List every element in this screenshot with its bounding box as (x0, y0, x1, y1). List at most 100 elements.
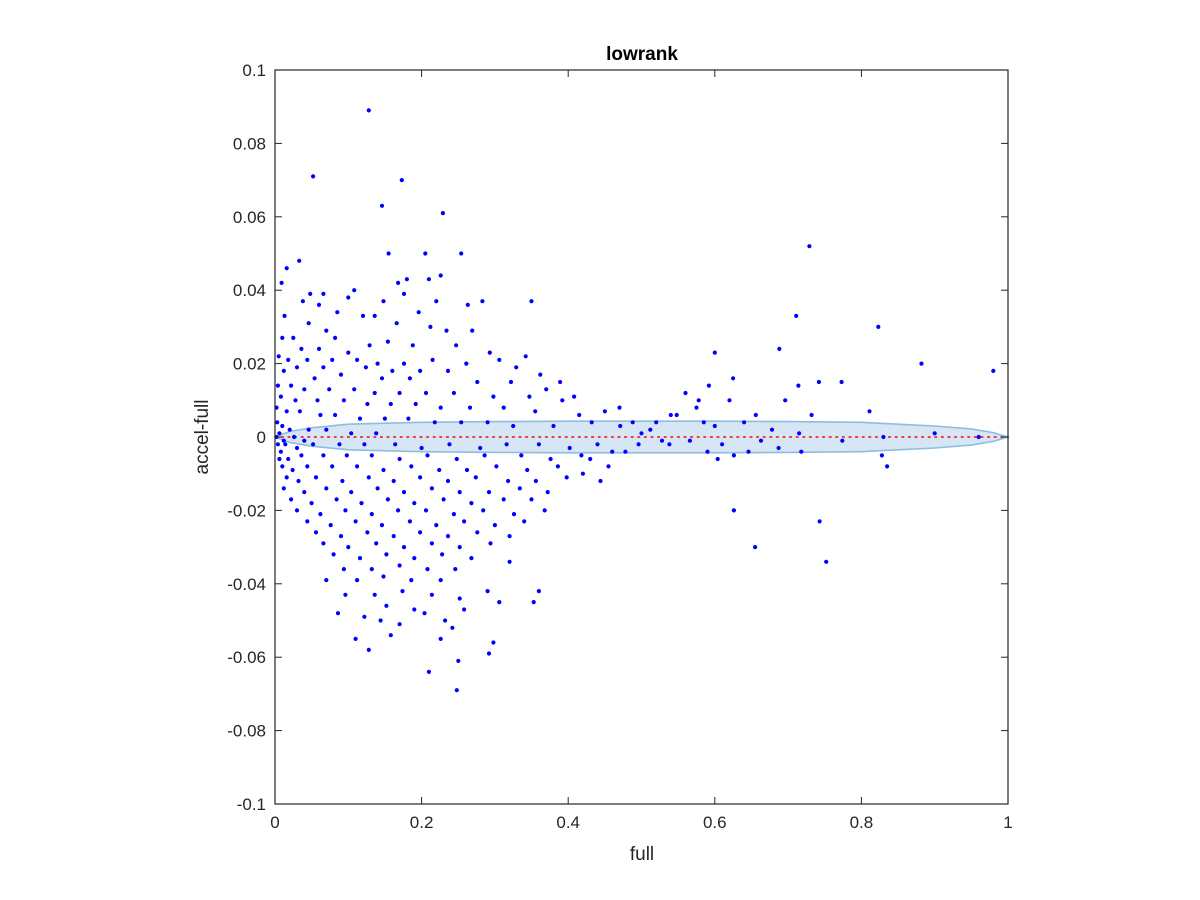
data-point (321, 365, 326, 370)
data-point (488, 541, 493, 546)
data-point (440, 552, 445, 557)
data-point (742, 420, 747, 425)
data-point (438, 578, 443, 583)
data-point (491, 394, 496, 399)
data-point (321, 291, 326, 296)
data-point (501, 405, 506, 410)
data-point (385, 339, 390, 344)
data-point (279, 280, 284, 285)
data-point (462, 607, 467, 612)
data-point (357, 416, 363, 421)
data-point (375, 361, 380, 366)
data-point (794, 313, 799, 318)
data-point (425, 453, 430, 458)
data-point (369, 511, 374, 517)
data-point (284, 409, 289, 414)
data-point (485, 420, 490, 425)
data-point (523, 354, 528, 359)
data-point (287, 427, 292, 432)
data-point (291, 335, 296, 340)
data-point (701, 420, 706, 425)
data-point (438, 273, 443, 278)
data-point (932, 431, 937, 436)
data-point (687, 438, 693, 443)
data-point (367, 343, 372, 348)
data-point (311, 442, 316, 447)
data-point (457, 545, 462, 550)
y-tick-label: 0.08 (233, 134, 266, 153)
data-point (796, 383, 801, 388)
data-point (372, 592, 377, 597)
data-point (278, 449, 283, 454)
data-point (341, 398, 346, 403)
data-point (531, 600, 536, 605)
data-point (400, 589, 405, 594)
y-tick-label: -0.02 (227, 501, 266, 520)
data-point (667, 442, 672, 447)
data-point (369, 453, 374, 458)
y-tick-label: 0 (257, 428, 266, 447)
data-point (335, 310, 340, 315)
data-point (478, 445, 483, 451)
data-point (459, 251, 464, 256)
data-point (299, 453, 304, 458)
data-point (545, 490, 550, 495)
data-point (824, 559, 829, 564)
data-point (423, 390, 429, 396)
y-tick-label: 0.04 (233, 281, 266, 300)
data-point (397, 563, 402, 568)
data-point (286, 357, 291, 362)
data-point (280, 335, 285, 340)
data-point (381, 299, 386, 304)
data-point (407, 376, 412, 381)
data-point (595, 442, 600, 447)
data-point (305, 357, 310, 362)
data-point (475, 379, 480, 385)
data-point (388, 633, 393, 638)
data-point (378, 618, 383, 623)
data-point (485, 589, 490, 594)
data-point (379, 376, 385, 381)
data-point (315, 398, 320, 403)
data-point (480, 299, 485, 304)
data-point (712, 423, 717, 429)
data-point (816, 379, 822, 385)
data-point (447, 442, 452, 447)
data-point (536, 442, 542, 447)
data-point (401, 490, 407, 495)
data-point (491, 640, 496, 645)
data-point (839, 379, 844, 385)
data-point (365, 530, 370, 535)
data-point (529, 497, 534, 502)
y-tick-label: -0.08 (227, 722, 266, 741)
data-point (840, 438, 845, 443)
data-point (577, 412, 582, 418)
data-point (419, 445, 424, 451)
data-point (606, 464, 611, 469)
data-point (720, 442, 725, 447)
data-point (391, 534, 396, 539)
data-point (302, 387, 307, 392)
data-point (473, 475, 478, 480)
data-point (598, 478, 603, 484)
data-point (290, 467, 295, 473)
data-point (360, 313, 366, 318)
data-point (302, 490, 307, 495)
data-point (731, 508, 737, 513)
data-point (401, 361, 407, 366)
data-point (321, 541, 326, 546)
data-point (305, 519, 310, 524)
data-point (712, 350, 717, 355)
data-point (445, 534, 451, 539)
data-point (544, 387, 549, 392)
data-point (318, 511, 323, 517)
data-point (445, 478, 451, 484)
x-tick-label: 0.6 (703, 813, 727, 832)
data-point (412, 556, 417, 561)
data-point (777, 346, 782, 351)
data-point (321, 453, 326, 458)
data-point (294, 508, 300, 513)
data-point (630, 420, 635, 425)
data-point (618, 423, 623, 429)
x-tick-label: 0.2 (410, 813, 434, 832)
